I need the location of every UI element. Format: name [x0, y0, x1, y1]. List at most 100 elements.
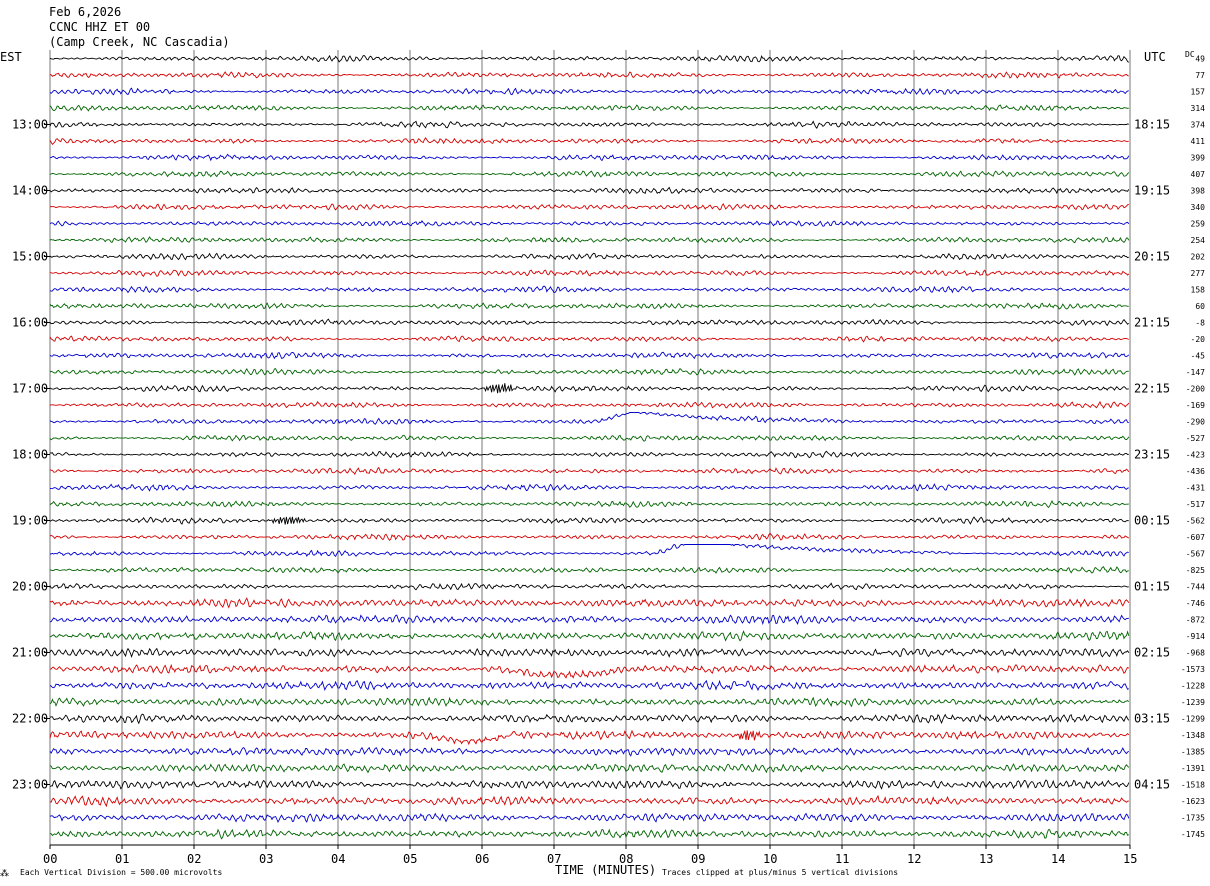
dc-offset-25: -423 — [1186, 451, 1205, 460]
corner-mark: ⁂ — [0, 868, 9, 879]
dc-offset-23: -290 — [1186, 418, 1205, 427]
trace-29 — [49, 516, 1129, 525]
dc-offset-35: -872 — [1186, 616, 1205, 625]
trace-31 — [49, 543, 1129, 558]
right-hour-label-5: 22:15 — [1134, 382, 1170, 396]
dc-offset-42: -1348 — [1181, 731, 1205, 740]
right-hour-label-11: 04:15 — [1134, 778, 1170, 792]
trace-1 — [49, 54, 1130, 63]
dc-offset-13: 202 — [1191, 253, 1206, 262]
seismic-traces — [49, 54, 1130, 840]
dc-offset-26: -436 — [1186, 467, 1205, 476]
dc-offset-33: -744 — [1186, 583, 1205, 592]
x-axis: 00 01 02 03 04 05 06 07 08 09 10 11 12 13 14 15 — [43, 844, 1137, 866]
trace-46 — [49, 794, 1129, 808]
dc-offset-46: -1623 — [1181, 797, 1205, 806]
trace-47 — [49, 812, 1130, 824]
trace-42 — [49, 729, 1130, 746]
footer-clip-note: Traces clipped at plus/minus 5 vertical … — [662, 868, 898, 877]
trace-43 — [49, 746, 1130, 757]
right-hour-labels: 18:15 19:15 20:15 21:15 22:15 23:15 00:15 01:15… — [1134, 118, 1170, 792]
right-hour-label-8: 01:15 — [1134, 580, 1170, 594]
dc-offset-19: -45 — [1191, 352, 1206, 361]
dc-offset-18: -20 — [1191, 335, 1206, 344]
dc-offset-14: 277 — [1191, 269, 1206, 278]
dc-offset-32: -825 — [1186, 566, 1205, 575]
x-tick-label-05: 05 — [403, 852, 417, 866]
dc-offset-6: 411 — [1191, 137, 1206, 146]
dc-offset-48: -1745 — [1181, 830, 1205, 839]
x-tick-label-06: 06 — [475, 852, 489, 866]
dc-offset-7: 399 — [1191, 154, 1206, 163]
left-hour-label-7: 19:00 — [12, 514, 48, 528]
left-hour-label-6: 18:00 — [12, 448, 48, 462]
dc-offset-39: -1228 — [1181, 682, 1205, 691]
x-tick-label-09: 09 — [691, 852, 705, 866]
trace-44 — [49, 763, 1130, 774]
trace-24 — [49, 434, 1130, 442]
left-hour-label-4: 16:00 — [12, 316, 48, 330]
x-tick-label-13: 13 — [979, 852, 993, 866]
trace-12 — [49, 236, 1130, 244]
dc-offset-43: -1385 — [1181, 748, 1205, 757]
header-station: CCNC HHZ ET 00 — [49, 20, 150, 34]
dc-offset-27: -431 — [1186, 484, 1205, 493]
right-hour-label-1: 18:15 — [1134, 118, 1170, 132]
trace-33 — [49, 582, 1129, 591]
left-timezone-label: EST — [0, 50, 22, 64]
right-hour-label-10: 03:15 — [1134, 712, 1170, 726]
dc-offset-41: -1299 — [1181, 715, 1205, 724]
trace-32 — [49, 566, 1129, 574]
dc-offset-4: 314 — [1191, 104, 1206, 113]
dc-offset-1: 49 — [1195, 55, 1205, 64]
trace-5 — [49, 120, 1129, 130]
trace-9 — [49, 186, 1130, 195]
header-location: (Camp Creek, NC Cascadia) — [49, 35, 230, 49]
left-hour-label-8: 20:00 — [12, 580, 48, 594]
dc-offset-28: -517 — [1186, 500, 1205, 509]
trace-10 — [49, 203, 1129, 211]
trace-27 — [49, 483, 1129, 492]
trace-22 — [49, 400, 1130, 409]
footer-division-note: Each Vertical Division = 500.00 microvol… — [20, 868, 222, 877]
right-hour-label-2: 19:15 — [1134, 184, 1170, 198]
left-hour-label-10: 22:00 — [12, 712, 48, 726]
trace-17 — [49, 318, 1130, 327]
left-hour-label-3: 15:00 — [12, 250, 48, 264]
trace-25 — [49, 450, 1129, 459]
left-hour-label-2: 14:00 — [12, 184, 48, 198]
left-hour-label-5: 17:00 — [12, 382, 48, 396]
trace-48 — [49, 828, 1130, 840]
dc-offset-9: 398 — [1191, 187, 1206, 196]
trace-11 — [49, 220, 1130, 227]
dc-offset-37: -968 — [1186, 649, 1205, 658]
trace-23 — [49, 412, 1129, 425]
trace-41 — [49, 713, 1130, 725]
right-hour-label-6: 23:15 — [1134, 448, 1170, 462]
dc-offset-38: -1573 — [1181, 665, 1205, 674]
x-tick-label-14: 14 — [1051, 852, 1065, 866]
dc-offset-45: -1518 — [1181, 781, 1205, 790]
right-timezone-label: UTC — [1144, 50, 1166, 64]
x-tick-label-07: 07 — [547, 852, 561, 866]
x-tick-label-01: 01 — [115, 852, 129, 866]
x-tick-label-03: 03 — [259, 852, 273, 866]
trace-13 — [49, 252, 1129, 261]
dc-offset-5: 374 — [1191, 121, 1206, 130]
trace-15 — [49, 285, 1130, 294]
dc-offset-40: -1239 — [1181, 698, 1205, 707]
dc-offset-20: -147 — [1186, 368, 1205, 377]
dc-offset-3: 157 — [1191, 88, 1206, 97]
trace-19 — [49, 351, 1130, 360]
trace-2 — [49, 71, 1129, 79]
x-tick-label-10: 10 — [763, 852, 777, 866]
trace-35 — [49, 614, 1129, 626]
chart-header: Feb 6,2026 CCNC HHZ ET 00 (Camp Creek, N… — [49, 5, 230, 49]
dc-offset-15: 158 — [1191, 286, 1206, 295]
right-hour-label-7: 00:15 — [1134, 514, 1170, 528]
right-hour-label-4: 21:15 — [1134, 316, 1170, 330]
trace-18 — [49, 335, 1130, 343]
trace-37 — [49, 647, 1130, 658]
dc-offset-24: -527 — [1186, 434, 1205, 443]
dc-offset-30: -607 — [1186, 533, 1205, 542]
